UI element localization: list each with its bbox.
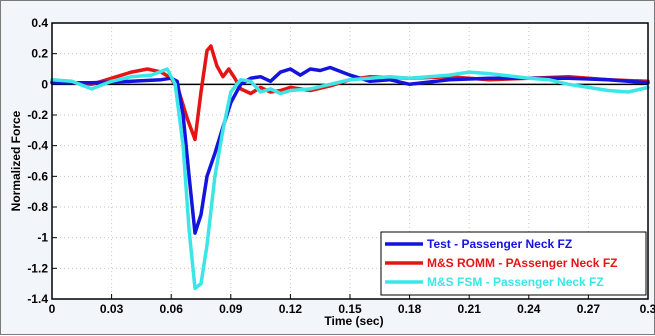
x-tick-label: 0.15 xyxy=(338,302,362,316)
y-tick-label: -1.4 xyxy=(27,292,48,306)
y-tick-label: -0.2 xyxy=(27,108,48,122)
legend-label-1: M&S ROMM - PAssenger Neck FZ xyxy=(427,256,617,270)
x-tick-label: 0.12 xyxy=(279,302,303,316)
y-axis-title: Normalized Force xyxy=(9,110,23,211)
x-tick-label: 0.27 xyxy=(577,302,601,316)
x-tick-label: 0.09 xyxy=(219,302,243,316)
series-line-2 xyxy=(50,67,650,291)
x-axis-title: Time (sec) xyxy=(324,314,383,328)
y-tick-label: -0.4 xyxy=(27,139,48,153)
y-tick-label: -0.6 xyxy=(27,169,48,183)
x-tick-label: 0.18 xyxy=(398,302,422,316)
x-tick-label: 0.21 xyxy=(458,302,482,316)
plot-frame xyxy=(51,22,649,300)
x-tick-label: 0 xyxy=(49,302,56,316)
legend-box xyxy=(380,231,647,296)
x-tick-label: 0.03 xyxy=(100,302,124,316)
x-tick-label: 0.24 xyxy=(517,302,541,316)
x-tick-label: 0.3 xyxy=(640,302,655,316)
x-tick-label: 0.06 xyxy=(160,302,184,316)
series-line-0 xyxy=(50,65,650,235)
y-tick-label: -0.8 xyxy=(27,200,48,214)
y-tick-label: 0.4 xyxy=(31,16,48,30)
y-tick-label: -1.2 xyxy=(27,261,48,275)
y-tick-label: -1 xyxy=(37,231,48,245)
legend-label-2: M&S FSM - Passenger Neck FZ xyxy=(427,275,604,289)
y-tick-label: 0 xyxy=(41,77,48,91)
y-tick-label: 0.2 xyxy=(31,47,48,61)
legend-label-0: Test - Passenger Neck FZ xyxy=(427,237,572,251)
